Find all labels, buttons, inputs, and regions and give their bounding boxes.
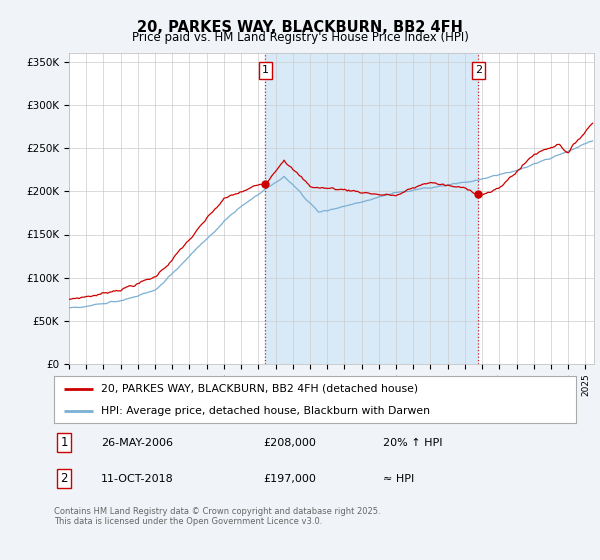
Text: £197,000: £197,000: [263, 474, 316, 484]
Text: HPI: Average price, detached house, Blackburn with Darwen: HPI: Average price, detached house, Blac…: [101, 406, 430, 416]
Text: ≈ HPI: ≈ HPI: [383, 474, 414, 484]
Text: Contains HM Land Registry data © Crown copyright and database right 2025.
This d: Contains HM Land Registry data © Crown c…: [54, 507, 380, 526]
Text: 1: 1: [262, 66, 269, 76]
Text: 1: 1: [60, 436, 68, 449]
Text: Price paid vs. HM Land Registry's House Price Index (HPI): Price paid vs. HM Land Registry's House …: [131, 31, 469, 44]
Text: 26-MAY-2006: 26-MAY-2006: [101, 437, 173, 447]
Text: 11-OCT-2018: 11-OCT-2018: [101, 474, 174, 484]
Text: 20, PARKES WAY, BLACKBURN, BB2 4FH: 20, PARKES WAY, BLACKBURN, BB2 4FH: [137, 20, 463, 35]
Text: 20, PARKES WAY, BLACKBURN, BB2 4FH (detached house): 20, PARKES WAY, BLACKBURN, BB2 4FH (deta…: [101, 384, 418, 394]
Text: £208,000: £208,000: [263, 437, 316, 447]
Text: 2: 2: [475, 66, 482, 76]
Text: 2: 2: [60, 472, 68, 485]
Bar: [265, 53, 478, 364]
Text: 20% ↑ HPI: 20% ↑ HPI: [383, 437, 442, 447]
